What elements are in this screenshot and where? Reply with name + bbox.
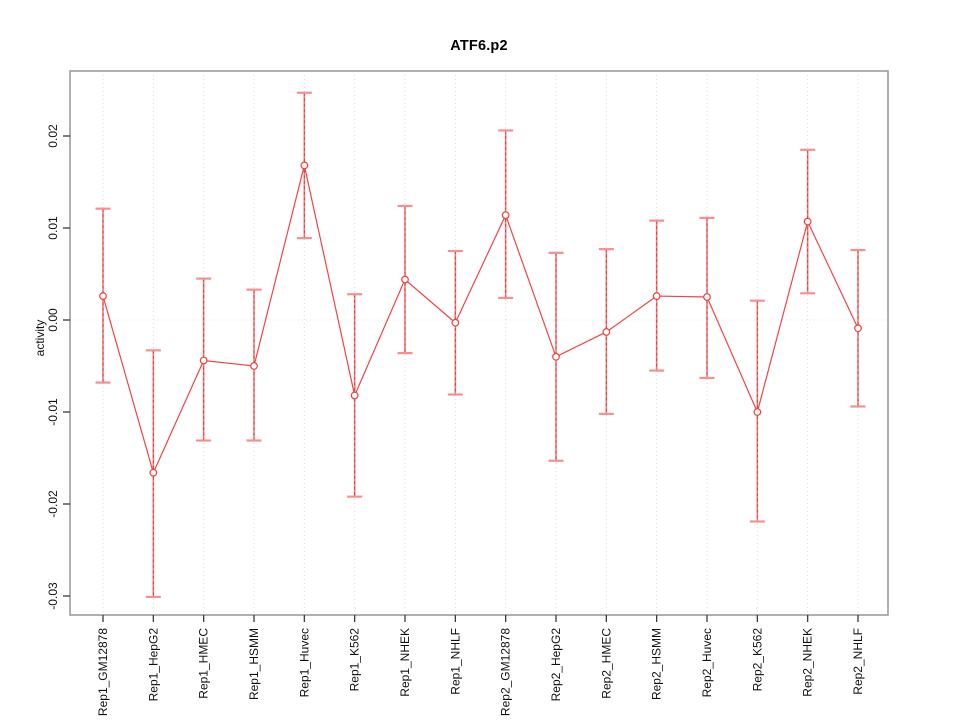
x-tick-label: Rep1_K562	[348, 628, 362, 692]
y-tick-label: -0.01	[46, 398, 60, 426]
y-tick-label: 0.01	[46, 216, 60, 240]
x-tick-label: Rep1_HepG2	[146, 628, 160, 702]
x-tick-label: Rep2_Huvec	[700, 628, 714, 697]
x-tick-label: Rep1_HSMM	[247, 628, 261, 700]
y-tick-label: -0.02	[46, 490, 60, 518]
y-tick-label: -0.03	[46, 582, 60, 610]
x-tick-label: Rep1_Huvec	[297, 628, 311, 697]
data-point-marker	[652, 292, 661, 300]
x-tick-label: Rep2_GM12878	[499, 628, 513, 716]
x-tick-label: Rep1_HMEC	[197, 628, 211, 699]
x-tick-label: Rep2_NHLF	[851, 628, 865, 695]
data-point-marker	[552, 352, 560, 361]
data-point-marker	[703, 293, 711, 301]
data-point-marker	[803, 217, 812, 226]
x-tick-label: Rep2_HSMM	[650, 628, 664, 700]
data-point-marker	[401, 275, 409, 284]
data-point-marker	[602, 328, 611, 336]
plot-box	[69, 70, 889, 616]
y-tick-label: 0.00	[46, 308, 60, 332]
x-tick-label: Rep2_K562	[750, 628, 764, 692]
data-point-marker	[451, 318, 460, 327]
data-point-marker	[149, 468, 158, 477]
x-tick-label: Rep1_NHEK	[398, 628, 412, 697]
data-point-marker	[199, 356, 208, 365]
data-point-marker	[99, 292, 107, 300]
data-point-marker	[501, 211, 510, 220]
x-tick-label: Rep2_HepG2	[549, 628, 563, 702]
data-point-marker	[854, 324, 862, 333]
data-point-marker	[753, 408, 762, 416]
plot-title: ATF6.p2	[450, 38, 508, 54]
x-tick-label: Rep1_NHLF	[448, 628, 462, 695]
x-tick-label: Rep1_GM12878	[96, 628, 110, 716]
y-tick-label: 0.02	[46, 124, 60, 148]
data-point-marker	[250, 362, 258, 370]
data-point-marker	[350, 391, 359, 400]
series-line	[102, 165, 859, 475]
data-point-marker	[300, 161, 309, 170]
x-tick-label: Rep2_HMEC	[599, 628, 613, 699]
x-tick-label: Rep2_NHEK	[801, 628, 815, 697]
